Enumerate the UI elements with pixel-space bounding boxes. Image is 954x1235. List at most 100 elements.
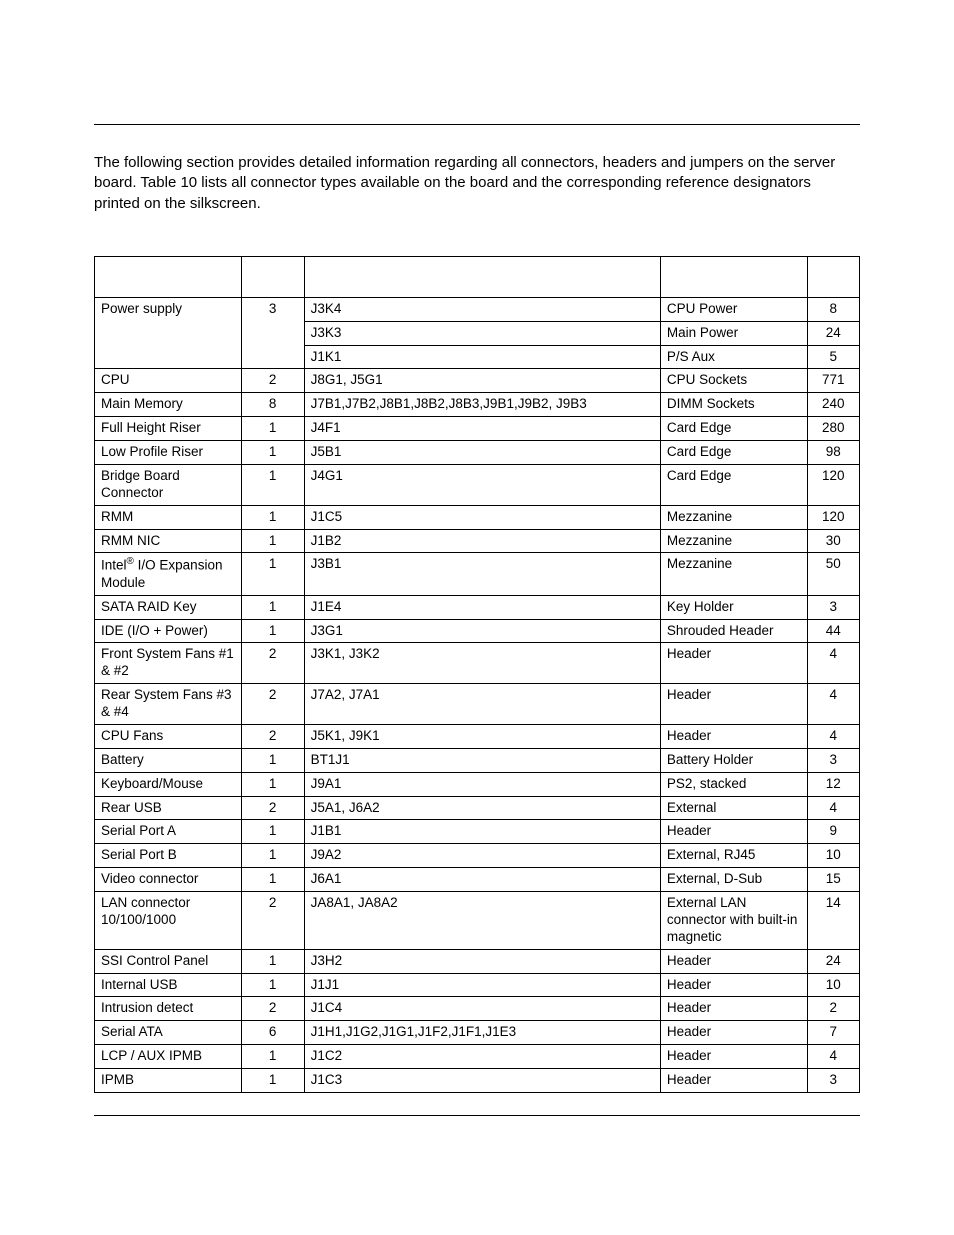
- col-header-desc: Description: [660, 256, 807, 297]
- table-row: Serial Port A1J1B1Header9: [95, 820, 860, 844]
- cell-pins: 4: [807, 684, 859, 725]
- table-row: IPMB1J1C3Header3: [95, 1069, 860, 1093]
- table-row: RMM NIC1J1B2Mezzanine30: [95, 529, 860, 553]
- cell-desc: Mezzanine: [660, 505, 807, 529]
- cell-qty: 2: [241, 796, 304, 820]
- cell-desc: Main Power: [660, 321, 807, 345]
- cell-pins: 4: [807, 724, 859, 748]
- table-row: CPU2J8G1, J5G1CPU Sockets771: [95, 369, 860, 393]
- cell-ref: J6A1: [304, 868, 660, 892]
- cell-type: Rear System Fans #3 & #4: [95, 684, 242, 725]
- cell-type: CPU Fans: [95, 724, 242, 748]
- cell-desc: External, RJ45: [660, 844, 807, 868]
- cell-pins: 3: [807, 748, 859, 772]
- table-row: Serial ATA6J1H1,J1G2,J1G1,J1F2,J1F1,J1E3…: [95, 1021, 860, 1045]
- cell-desc: Mezzanine: [660, 529, 807, 553]
- cell-pins: 9: [807, 820, 859, 844]
- cell-ref: J3K3: [304, 321, 660, 345]
- cell-qty: 2: [241, 643, 304, 684]
- cell-desc: Card Edge: [660, 464, 807, 505]
- cell-qty: 2: [241, 684, 304, 725]
- cell-type: Video connector: [95, 868, 242, 892]
- col-header-pins: Pins: [807, 256, 859, 297]
- table-row: Battery1BT1J1Battery Holder3: [95, 748, 860, 772]
- cell-pins: 10: [807, 973, 859, 997]
- cell-desc: CPU Sockets: [660, 369, 807, 393]
- cell-qty: 2: [241, 369, 304, 393]
- cell-pins: 240: [807, 393, 859, 417]
- cell-type: SATA RAID Key: [95, 595, 242, 619]
- cell-desc: CPU Power: [660, 297, 807, 321]
- cell-pins: 4: [807, 643, 859, 684]
- cell-pins: 120: [807, 464, 859, 505]
- cell-desc: DIMM Sockets: [660, 393, 807, 417]
- cell-desc: Header: [660, 724, 807, 748]
- table-row: Serial Port B1J9A2External, RJ4510: [95, 844, 860, 868]
- cell-qty: 2: [241, 724, 304, 748]
- col-header-qty: Qty: [241, 256, 304, 297]
- cell-ref: J3K4: [304, 297, 660, 321]
- cell-desc: Shrouded Header: [660, 619, 807, 643]
- table-row: Keyboard/Mouse1J9A1PS2, stacked12: [95, 772, 860, 796]
- cell-desc: Header: [660, 643, 807, 684]
- cell-qty: 1: [241, 949, 304, 973]
- cell-ref: J1K1: [304, 345, 660, 369]
- cell-ref: J1C5: [304, 505, 660, 529]
- cell-type: CPU: [95, 369, 242, 393]
- col-header-ref: Reference Designator: [304, 256, 660, 297]
- cell-type: Full Height Riser: [95, 417, 242, 441]
- footer-left: Revision 1.1: [94, 1120, 160, 1134]
- intro-paragraph: The following section provides detailed …: [94, 153, 860, 214]
- cell-ref: J1E4: [304, 595, 660, 619]
- cell-qty: 1: [241, 1045, 304, 1069]
- cell-desc: Header: [660, 1069, 807, 1093]
- table-row: SSI Control Panel1J3H2Header24: [95, 949, 860, 973]
- col-header-type: Connector Type: [95, 256, 242, 297]
- table-row: LAN connector 10/100/10002JA8A1, JA8A2Ex…: [95, 892, 860, 950]
- cell-type: Rear USB: [95, 796, 242, 820]
- cell-qty: 2: [241, 892, 304, 950]
- cell-qty: 1: [241, 820, 304, 844]
- table-row: CPU Fans2J5K1, J9K1Header4: [95, 724, 860, 748]
- cell-ref: J1C4: [304, 997, 660, 1021]
- cell-pins: 14: [807, 892, 859, 950]
- cell-pins: 5: [807, 345, 859, 369]
- cell-desc: Header: [660, 973, 807, 997]
- cell-desc: Key Holder: [660, 595, 807, 619]
- cell-qty: 1: [241, 441, 304, 465]
- cell-type: RMM: [95, 505, 242, 529]
- cell-type: Internal USB: [95, 973, 242, 997]
- cell-desc: PS2, stacked: [660, 772, 807, 796]
- table-row: Rear System Fans #3 & #42J7A2, J7A1Heade…: [95, 684, 860, 725]
- cell-qty: 1: [241, 619, 304, 643]
- cell-ref: J3H2: [304, 949, 660, 973]
- cell-pins: 3: [807, 1069, 859, 1093]
- cell-ref: J9A2: [304, 844, 660, 868]
- cell-desc: Header: [660, 949, 807, 973]
- cell-qty: 1: [241, 505, 304, 529]
- table-row: Low Profile Riser1J5B1Card Edge98: [95, 441, 860, 465]
- cell-type: Low Profile Riser: [95, 441, 242, 465]
- cell-pins: 12: [807, 772, 859, 796]
- cell-pins: 50: [807, 553, 859, 595]
- cell-pins: 2: [807, 997, 859, 1021]
- cell-qty: 1: [241, 529, 304, 553]
- cell-desc: Header: [660, 997, 807, 1021]
- cell-ref: J7B1,J7B2,J8B1,J8B2,J8B3,J9B1,J9B2, J9B3: [304, 393, 660, 417]
- cell-qty: 1: [241, 1069, 304, 1093]
- cell-desc: External, D-Sub: [660, 868, 807, 892]
- table-row: Rear USB2J5A1, J6A2External4: [95, 796, 860, 820]
- footer-right: 59: [847, 1120, 860, 1134]
- cell-pins: 24: [807, 321, 859, 345]
- cell-pins: 280: [807, 417, 859, 441]
- table-row: Video connector1J6A1External, D-Sub15: [95, 868, 860, 892]
- cell-ref: J3B1: [304, 553, 660, 595]
- cell-desc: P/S Aux: [660, 345, 807, 369]
- cell-pins: 44: [807, 619, 859, 643]
- cell-type: Intrusion detect: [95, 997, 242, 1021]
- cell-qty: 8: [241, 393, 304, 417]
- cell-type: Main Memory: [95, 393, 242, 417]
- cell-ref: J1J1: [304, 973, 660, 997]
- cell-qty: 1: [241, 748, 304, 772]
- cell-qty: 3: [241, 297, 304, 369]
